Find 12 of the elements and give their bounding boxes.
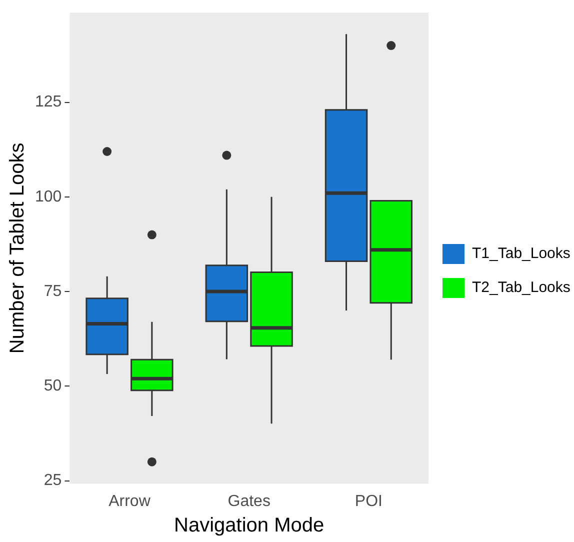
legend-label: T2_Tab_Looks [472,279,570,296]
y-tick-label: 50 [44,378,62,395]
y-tick-label: 75 [44,282,62,300]
y-tick-label: 125 [34,94,62,111]
x-tick-label: Gates [228,492,270,510]
y-axis-title: Number of Tablet Looks [6,142,29,354]
x-axis-title: Navigation Mode [174,514,324,537]
y-tick-label: 100 [34,188,62,206]
legend-label: T1_Tab_Looks [472,245,570,262]
x-tick-label: POI [354,492,382,510]
x-tick-label: Arrow [108,492,151,510]
y-tick-label: 25 [44,472,62,490]
